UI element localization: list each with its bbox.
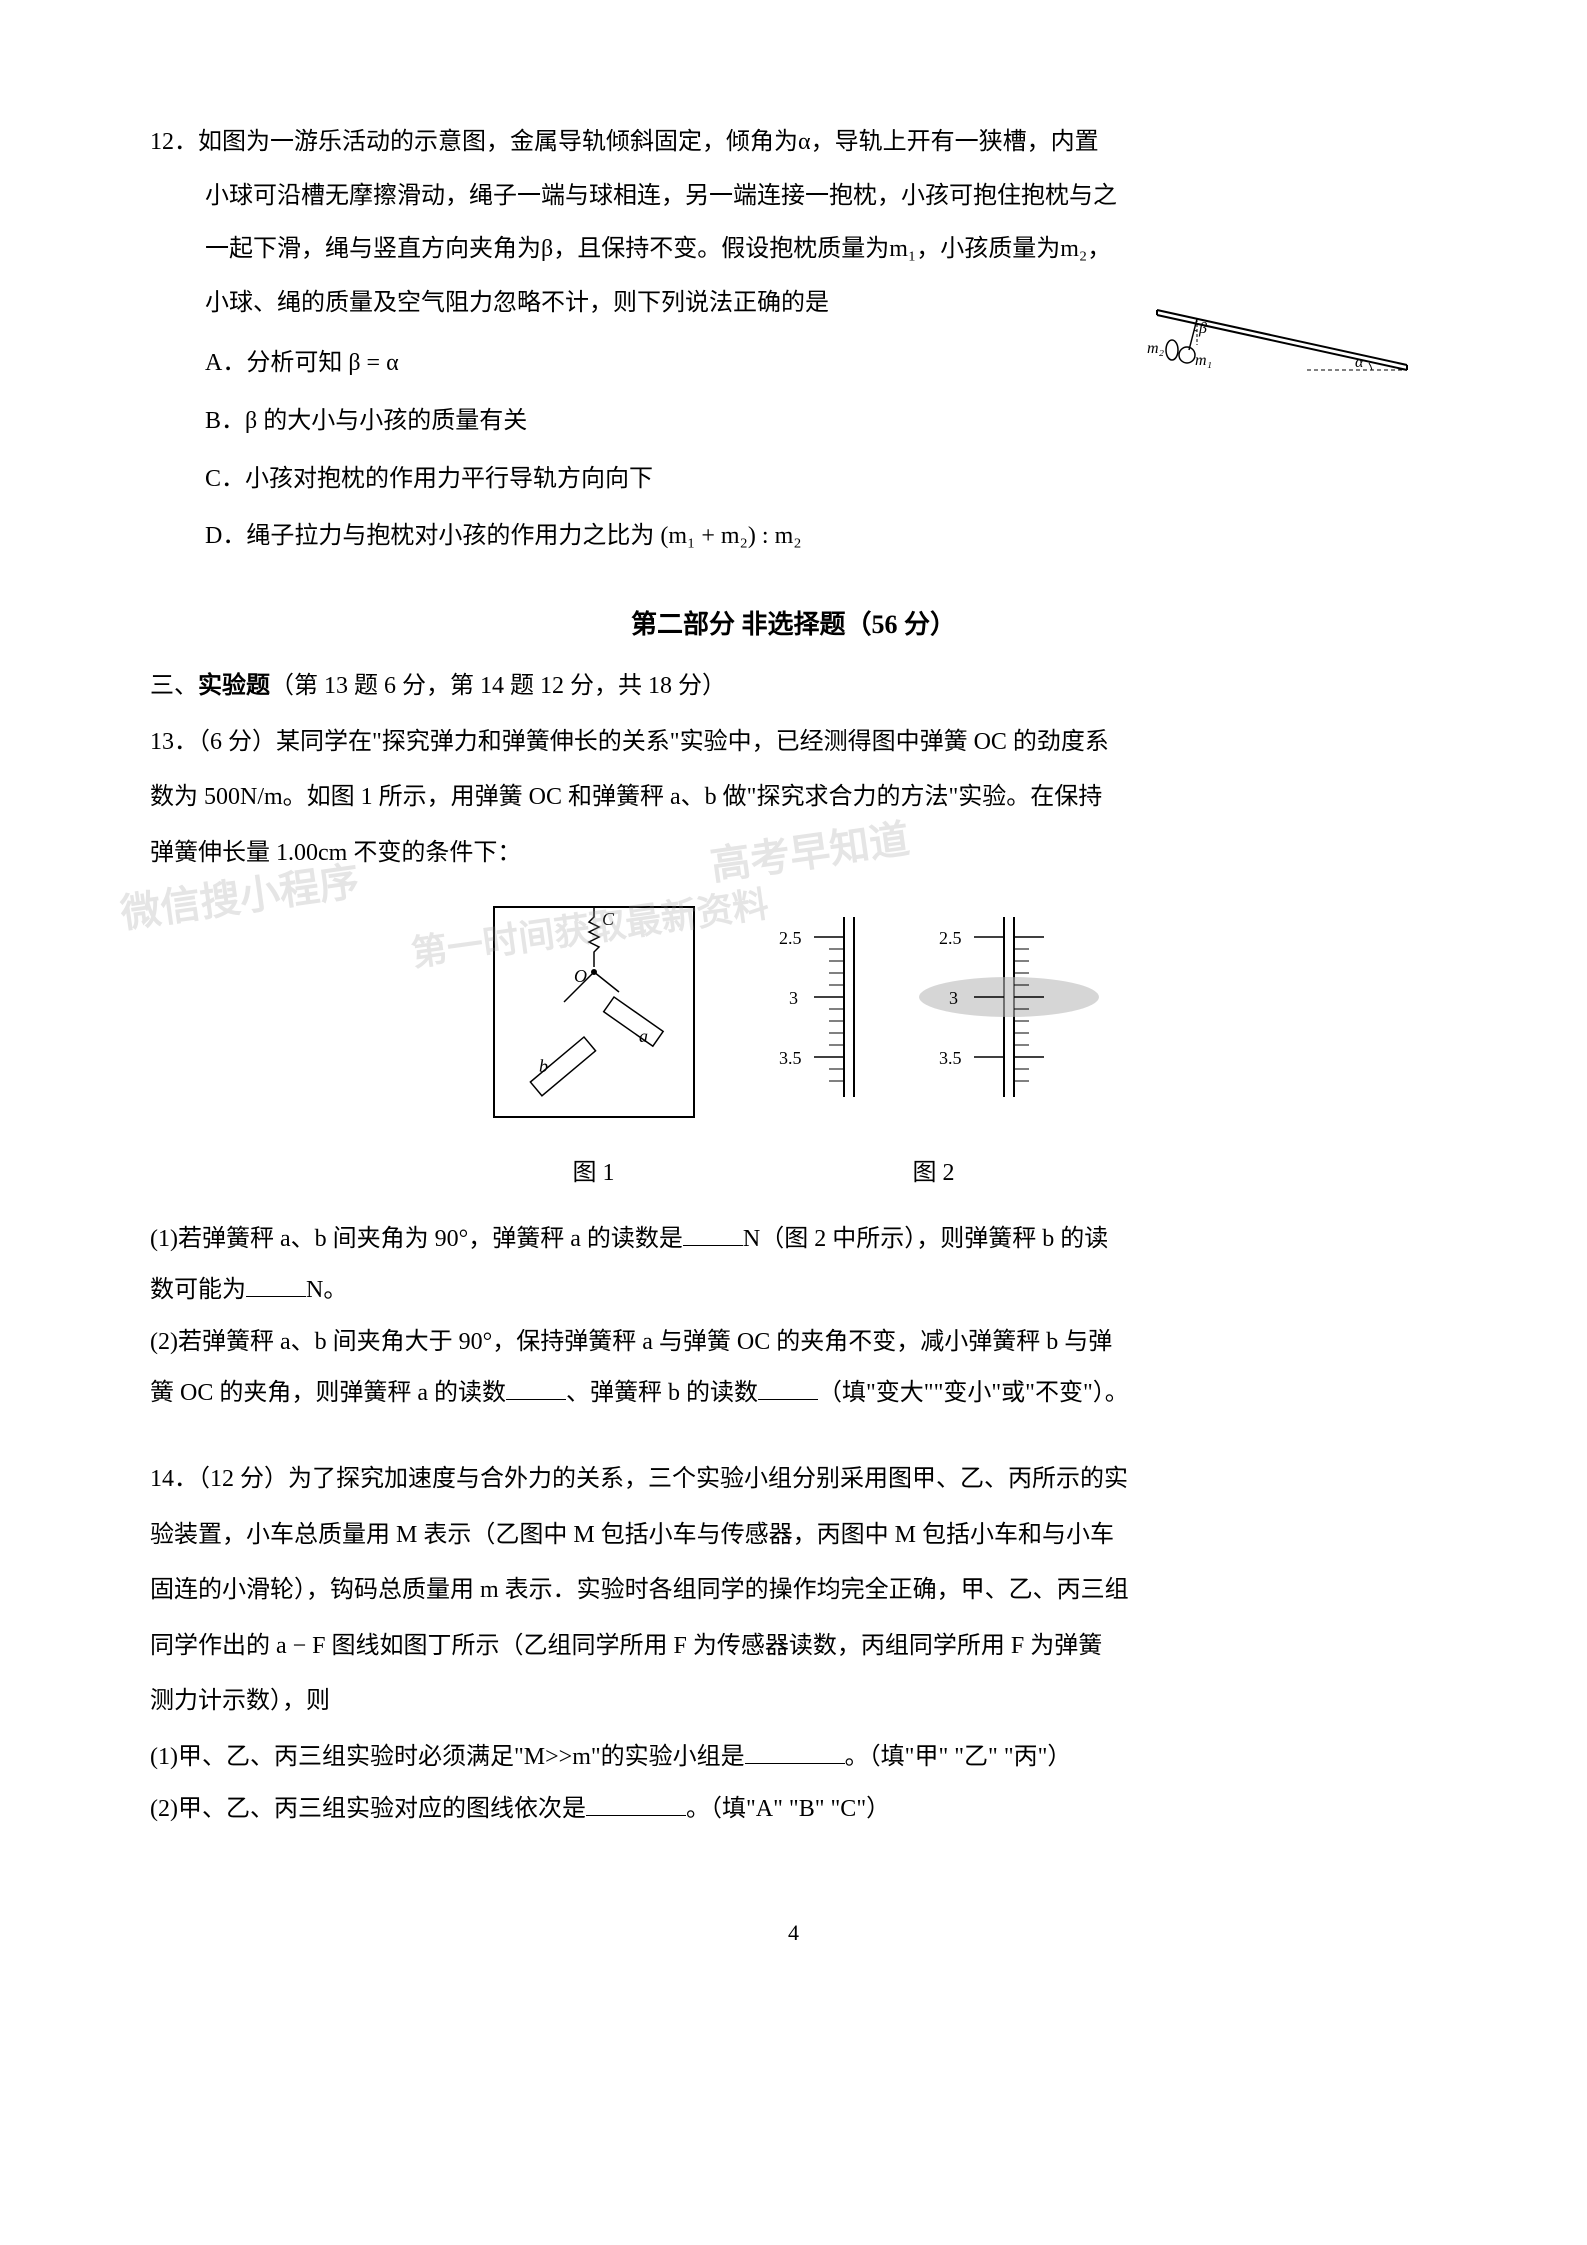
q13-sub2-p3: 、弹簧秤 b 的读数 [566, 1380, 758, 1406]
question-12: 12．如图为一游乐活动的示意图，金属导轨倾斜固定，倾角为α，导轨上开有一狭槽，内… [150, 120, 1437, 560]
q12-diagram: α β m₁ m₂ [1107, 295, 1417, 395]
blank-6[interactable] [586, 1787, 686, 1816]
m2-label: m₂ [1147, 340, 1165, 357]
label-b: b [539, 1056, 548, 1076]
q13-sub2-line1: (2)若弹簧秤 a、b 间夹角大于 90°，保持弹簧秤 a 与弹簧 OC 的夹角… [150, 1320, 1437, 1366]
q13-sub2-p4: （填"变大""变小"或"不变"）。 [818, 1380, 1129, 1406]
fig1-label: 图 1 [474, 1151, 714, 1197]
q12-text-line1: 如图为一游乐活动的示意图，金属导轨倾斜固定，倾角为α，导轨上开有一狭槽，内置 [198, 129, 1099, 155]
q14-sub1-p2: 。（填"甲" "乙" "丙"） [845, 1744, 1072, 1770]
q13-figures: C O a b 图 1 [150, 897, 1437, 1197]
scale-35-right: 3.5 [939, 1048, 962, 1068]
page-number: 4 [150, 1912, 1437, 1954]
q13-line3: 弹簧伸长量 1.00cm 不变的条件下： [150, 831, 1437, 877]
section2-subtitle: 三、实验题（第 13 题 6 分，第 14 题 12 分，共 18 分） [150, 664, 1437, 710]
option-d: D．绳子拉力与抱枕对小孩的作用力之比为 (m₁ + m₂) : m₂ [205, 514, 1437, 560]
question-14: 14．（12 分）为了探究加速度与合外力的关系，三个实验小组分别采用图甲、乙、丙… [150, 1457, 1437, 1832]
q13-sub1-p3: 数可能为 [150, 1277, 246, 1303]
q13-line2: 数为 500N/m。如图 1 所示，用弹簧 OC 和弹簧秤 a、b 做"探究求合… [150, 775, 1437, 821]
q14-line2: 验装置，小车总质量用 M 表示（乙图中 M 包括小车与传感器，丙图中 M 包括小… [150, 1513, 1437, 1559]
q14-line3: 固连的小滑轮），钩码总质量用 m 表示．实验时各组同学的操作均完全正确，甲、乙、… [150, 1568, 1437, 1614]
q13-sub1: (1)若弹簧秤 a、b 间夹角为 90°，弹簧秤 a 的读数是 N（图 2 中所示… [150, 1217, 1437, 1263]
q12-text-line2: 小球可沿槽无摩擦滑动，绳子一端与球相连，另一端连接一抱枕，小孩可抱住抱枕与之 [205, 174, 1437, 220]
fig2-label: 图 2 [754, 1151, 1114, 1197]
q13-line1: 13．（6 分）某同学在"探究弹力和弹簧伸长的关系"实验中，已经测得图中弹簧 O… [150, 720, 1437, 766]
scale-25-right: 2.5 [939, 928, 962, 948]
blank-5[interactable] [745, 1735, 845, 1764]
q14-line5: 测力计示数），则 [150, 1679, 1437, 1725]
right-scale: 2.5 3 3.5 [919, 917, 1099, 1097]
option-b: B．β 的大小与小孩的质量有关 [205, 399, 1437, 445]
scale-3-left: 3 [789, 988, 798, 1008]
blank-4[interactable] [758, 1372, 818, 1401]
q14-line1: 14．（12 分）为了探究加速度与合外力的关系，三个实验小组分别采用图甲、乙、丙… [150, 1457, 1437, 1503]
label-a: a [639, 1026, 648, 1046]
alpha-label: α [1355, 354, 1364, 371]
blank-3[interactable] [506, 1372, 566, 1401]
m1-label: m₁ [1195, 352, 1212, 369]
q13-sub1-p1: (1)若弹簧秤 a、b 间夹角为 90°，弹簧秤 a 的读数是 [150, 1226, 683, 1252]
label-O: O [574, 966, 587, 986]
figure-2: 2.5 3 3.5 [754, 897, 1114, 1197]
q12-number: 12． [150, 129, 198, 155]
section2-title: 第二部分 非选择题（56 分） [150, 600, 1437, 649]
q13-sub2-p2: 簧 OC 的夹角，则弹簧秤 a 的读数 [150, 1380, 506, 1406]
q13-sub1-p4: N。 [306, 1277, 347, 1303]
q13-sub2-line2: 簧 OC 的夹角，则弹簧秤 a 的读数 、弹簧秤 b 的读数 （填"变大""变小"或… [150, 1371, 1437, 1417]
option-c: C．小孩对抱枕的作用力平行导轨方向向下 [205, 457, 1437, 503]
q12-line1: 12．如图为一游乐活动的示意图，金属导轨倾斜固定，倾角为α，导轨上开有一狭槽，内… [150, 120, 1437, 166]
scale-35-left: 3.5 [779, 1048, 802, 1068]
label-C: C [602, 909, 615, 929]
blank-1[interactable] [683, 1217, 743, 1246]
q13-sub1b: 数可能为 N。 [150, 1268, 1437, 1314]
question-13: 13．（6 分）某同学在"探究弹力和弹簧伸长的关系"实验中，已经测得图中弹簧 O… [150, 720, 1437, 1417]
scale-25-left: 2.5 [779, 928, 802, 948]
scale-3-right: 3 [949, 988, 958, 1008]
q14-sub2-p2: 。（填"A" "B" "C"） [686, 1796, 890, 1822]
q14-sub1: (1)甲、乙、丙三组实验时必须满足"M>>m"的实验小组是 。（填"甲" "乙" … [150, 1735, 1437, 1781]
beta-label: β [1198, 320, 1207, 337]
q14-sub1-p1: (1)甲、乙、丙三组实验时必须满足"M>>m"的实验小组是 [150, 1744, 745, 1770]
q14-sub2-p1: (2)甲、乙、丙三组实验对应的图线依次是 [150, 1796, 586, 1822]
q12-text-line3: 一起下滑，绳与竖直方向夹角为β，且保持不变。假设抱枕质量为m₁，小孩质量为m₂， [205, 227, 1437, 273]
q13-sub1-p2: N（图 2 中所示），则弹簧秤 b 的读 [743, 1226, 1108, 1252]
q14-line4: 同学作出的 a − F 图线如图丁所示（乙组同学所用 F 为传感器读数，丙组同学… [150, 1624, 1437, 1670]
left-scale: 2.5 3 3.5 [779, 917, 854, 1097]
q14-sub2: (2)甲、乙、丙三组实验对应的图线依次是 。（填"A" "B" "C"） [150, 1787, 1437, 1833]
figure-1: C O a b 图 1 [474, 897, 714, 1197]
blank-2[interactable] [246, 1269, 306, 1298]
